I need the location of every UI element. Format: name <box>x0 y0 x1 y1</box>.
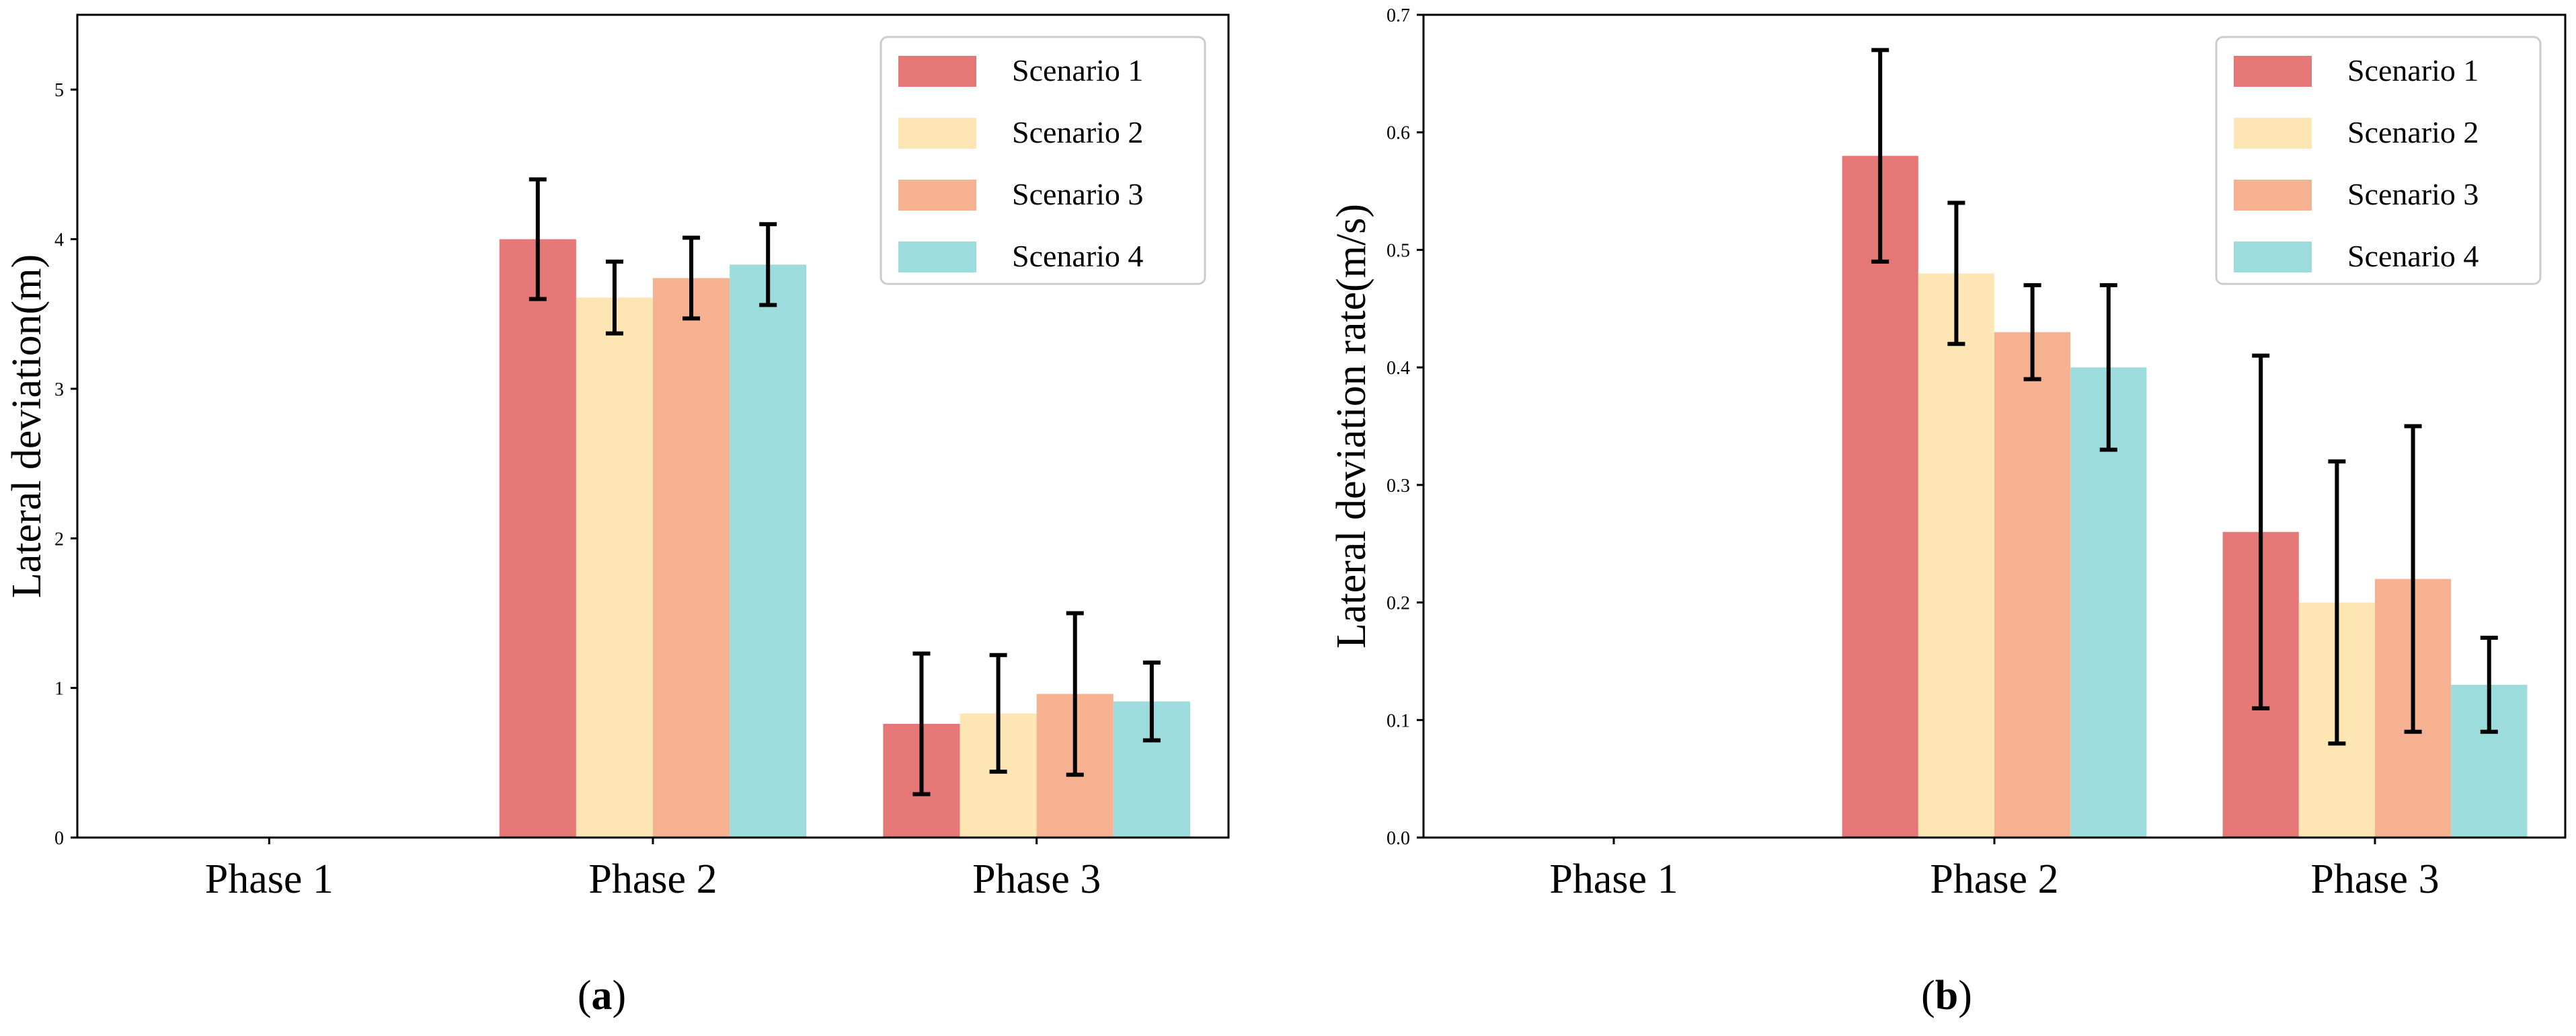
bar-scenario-1-phase-2 <box>1842 155 1918 838</box>
y-tick-label: 1 <box>54 679 64 700</box>
x-category-label: Phase 3 <box>2310 856 2439 902</box>
error-bar <box>2328 459 2346 746</box>
x-category-label: Phase 1 <box>1549 856 1678 902</box>
legend-label-4: Scenario 4 <box>2347 239 2479 273</box>
y-tick-label: 0.4 <box>1387 358 1410 379</box>
error-bar <box>529 177 547 301</box>
y-tick-label: 5 <box>54 80 64 101</box>
panel-label: (b) <box>1921 973 1972 1019</box>
y-tick-label: 0.1 <box>1387 710 1410 731</box>
bar-scenario-1-phase-2 <box>499 239 576 838</box>
error-bar <box>1871 48 1889 264</box>
error-bar <box>2099 283 2117 452</box>
y-tick-label: 0.6 <box>1387 123 1410 144</box>
y-tick-label: 2 <box>54 529 64 550</box>
y-tick-label: 0.3 <box>1387 476 1410 496</box>
error-bar <box>605 259 623 336</box>
y-tick-label: 0.0 <box>1387 828 1410 849</box>
legend-swatch-3 <box>2234 180 2312 211</box>
legend: Scenario 1 Scenario 2 Scenario 3 Scenario 4 <box>2215 36 2542 285</box>
error-bar <box>2023 283 2041 381</box>
error-bar <box>682 235 701 321</box>
y-tick-label: 0.2 <box>1387 593 1410 614</box>
bar-scenario-2-phase-2 <box>576 297 653 838</box>
legend-label-2: Scenario 2 <box>1012 115 1143 149</box>
y-tick-label: 0.7 <box>1387 5 1410 26</box>
bar-scenario-3-phase-2 <box>1994 332 2071 838</box>
error-bar <box>912 651 931 797</box>
y-tick-label: 3 <box>54 379 64 400</box>
legend-swatch-1 <box>2234 56 2312 87</box>
bar-scenario-4-phase-2 <box>730 264 807 838</box>
y-tick-label: 0.5 <box>1387 240 1410 261</box>
legend-label-1: Scenario 1 <box>1012 53 1143 87</box>
y-tick-label: 4 <box>54 230 64 251</box>
error-bar <box>759 222 777 307</box>
x-category-label: Phase 1 <box>205 856 334 902</box>
legend-label-3: Scenario 3 <box>2347 177 2479 211</box>
legend-box <box>880 36 1206 285</box>
x-category-label: Phase 3 <box>972 856 1101 902</box>
error-bar <box>1142 660 1161 743</box>
legend-label-4: Scenario 4 <box>1012 239 1143 273</box>
error-bar <box>1947 200 1965 346</box>
error-bar <box>2480 635 2498 734</box>
legend-label-3: Scenario 3 <box>1012 177 1143 211</box>
legend-swatch-1 <box>898 56 976 87</box>
legend-swatch-4 <box>898 242 976 272</box>
x-category-label: Phase 2 <box>588 856 717 902</box>
error-bar <box>1066 611 1084 777</box>
legend: Scenario 1 Scenario 2 Scenario 3 Scenario 4 <box>880 36 1206 285</box>
chart-a: 0 1 2 3 4 5 Phase 1 Phase 2 Phase 3 Lateral devia… <box>4 13 1230 1019</box>
panel-label: (a) <box>578 973 626 1019</box>
y-axis-label: Lateral deviation rate(m/s) <box>1329 204 1374 649</box>
legend-swatch-2 <box>898 118 976 149</box>
legend-label-1: Scenario 1 <box>2347 53 2479 87</box>
legend-swatch-4 <box>2234 242 2312 272</box>
bar-scenario-3-phase-2 <box>653 278 730 838</box>
error-bar <box>2404 424 2422 734</box>
legend-swatch-3 <box>898 180 976 211</box>
bar-scenario-2-phase-2 <box>1918 273 1994 838</box>
y-tick-label: 0 <box>54 828 64 849</box>
error-bar <box>2252 353 2270 710</box>
x-category-label: Phase 2 <box>1930 856 2058 902</box>
legend-label-2: Scenario 2 <box>2347 115 2479 149</box>
chart-b: 0.0 0.1 0.2 0.3 0.4 0.5 0.6 0.7 Phase 1 Phase 2 Ph… <box>1329 5 2567 1019</box>
legend-box <box>2215 36 2542 285</box>
error-bar <box>989 653 1007 774</box>
legend-swatch-2 <box>2234 118 2312 149</box>
y-axis-label: Lateral deviation(m) <box>4 254 50 598</box>
